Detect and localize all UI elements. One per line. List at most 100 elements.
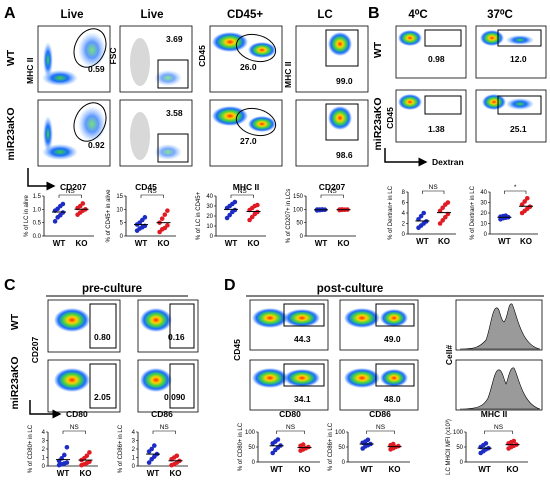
dot-plot-1: 0.0 0.5 1.0 1.5% of LC in alive WT KO NS bbox=[24, 188, 94, 248]
b-row-label-wt: WT bbox=[372, 41, 384, 58]
a-x-axis-1: CD207 bbox=[60, 182, 87, 192]
a-x-axis-4: CD207 bbox=[319, 182, 346, 192]
y-tick-label: 0 bbox=[402, 232, 406, 238]
a-flow-plot-1-wt: 0.59 bbox=[37, 25, 111, 93]
significance-bracket bbox=[484, 430, 513, 434]
category-label: KO bbox=[389, 465, 401, 474]
data-point bbox=[227, 212, 232, 218]
gate-value: 98.6 bbox=[336, 150, 353, 160]
y-tick-label: 3 bbox=[42, 439, 46, 445]
y-tick-label: 30 bbox=[206, 204, 213, 210]
y-axis-label: % of CD80+ in LC bbox=[28, 424, 34, 473]
d-histogram-ko bbox=[455, 359, 543, 411]
significance-label: NS bbox=[376, 424, 386, 431]
a-col-header-2: Live bbox=[140, 9, 163, 21]
data-point bbox=[255, 202, 260, 208]
significance-bracket bbox=[320, 194, 344, 198]
dot-plot-6: 0 10 20 30 40 % of Dextran+ in LC WT KO * bbox=[470, 184, 538, 246]
y-tick-label: 10 bbox=[116, 207, 123, 213]
y-tick-label: 30 bbox=[480, 201, 487, 207]
d-title: post-culture bbox=[317, 283, 383, 295]
y-tick-label: 2 bbox=[42, 447, 46, 453]
y-tick-label: 100 bbox=[335, 430, 346, 436]
category-label: KO bbox=[299, 465, 311, 474]
c-flow-plot-cd80-ko: 2.05 bbox=[47, 359, 121, 413]
y-tick-label: 3 bbox=[132, 439, 136, 445]
d-flow-plot-cd80-wt: 44.3 bbox=[249, 299, 329, 351]
data-point bbox=[232, 199, 238, 205]
data-point bbox=[525, 196, 530, 201]
a-row-label-ko: miR23aKO bbox=[5, 107, 17, 160]
b-flow-plot-37c-ko: 25.1 bbox=[475, 89, 547, 143]
y-tick-label: 1.5 bbox=[33, 194, 42, 200]
panel-label-a: A bbox=[4, 5, 16, 22]
data-point bbox=[445, 200, 451, 205]
a-col-header-4: LC bbox=[317, 9, 332, 21]
data-point bbox=[437, 221, 443, 226]
y-axis-label: % of LC in CD45+ bbox=[196, 191, 202, 240]
b-y-axis: CD45 bbox=[385, 107, 395, 129]
plot-axes bbox=[257, 432, 320, 463]
significance-label: NS bbox=[70, 424, 80, 431]
significance-bracket bbox=[152, 430, 176, 434]
category-label: WT bbox=[416, 237, 429, 246]
y-tick-label: 2 bbox=[402, 222, 406, 228]
data-point bbox=[396, 443, 401, 449]
y-tick-label: 20 bbox=[480, 211, 487, 217]
category-label: KO bbox=[76, 239, 88, 248]
dot-plot-4: 0 50 100 150% of CD207+ in LCs WT KO NS bbox=[286, 188, 356, 248]
a-y-axis-4: MHC II bbox=[283, 62, 293, 88]
significance-bracket bbox=[366, 430, 395, 434]
a-row-label-wt: WT bbox=[5, 49, 17, 66]
y-tick-label: 50 bbox=[456, 445, 463, 451]
plot-axes bbox=[465, 432, 528, 463]
significance-bracket bbox=[504, 190, 527, 194]
c-x-axis-2: CD86 bbox=[151, 409, 173, 419]
c-axis-arrow bbox=[29, 400, 62, 419]
data-point bbox=[232, 207, 238, 213]
data-point bbox=[247, 217, 252, 223]
data-point bbox=[52, 219, 58, 224]
data-point bbox=[365, 437, 371, 443]
d-hist-y-axis: Cell# bbox=[444, 345, 454, 366]
y-tick-label: 0 bbox=[460, 460, 464, 466]
plot-axes bbox=[43, 196, 94, 237]
y-axis-label: % of LC in alive bbox=[24, 194, 30, 236]
c-row-label-ko: miR23aKO bbox=[9, 356, 21, 409]
y-tick-label: 20 bbox=[206, 214, 213, 220]
data-point bbox=[306, 444, 311, 450]
data-point bbox=[87, 450, 92, 455]
data-point bbox=[152, 443, 157, 448]
y-tick-label: 2 bbox=[132, 447, 136, 453]
category-label: WT bbox=[498, 237, 511, 246]
significance-label: NS bbox=[66, 188, 76, 195]
y-tick-label: 40 bbox=[480, 190, 487, 196]
y-tick-label: 1 bbox=[42, 456, 46, 462]
panel-label-d: D bbox=[224, 277, 236, 294]
significance-bracket bbox=[58, 194, 82, 198]
significance-label: NS bbox=[328, 188, 338, 195]
c-flow-plot-cd80-wt: 0.80 bbox=[47, 299, 121, 353]
y-tick-label: 1.0 bbox=[33, 207, 42, 213]
data-point bbox=[64, 460, 70, 465]
gate-value: 0.59 bbox=[88, 64, 105, 74]
gate-value: 44.3 bbox=[294, 334, 311, 344]
gate-value: 0.090 bbox=[164, 392, 186, 402]
category-label: WT bbox=[360, 465, 373, 474]
category-label: KO bbox=[338, 239, 350, 248]
data-point bbox=[224, 215, 230, 221]
y-tick-label: 8 bbox=[402, 190, 406, 196]
y-axis-label: % of Dextran+ in LC bbox=[388, 185, 394, 240]
gate-value: 2.05 bbox=[94, 392, 111, 402]
d-y-axis: CD45 bbox=[232, 339, 242, 361]
a-col-header-1: Live bbox=[60, 9, 83, 21]
y-tick-label: 4 bbox=[42, 430, 46, 436]
data-point bbox=[275, 437, 281, 442]
y-tick-label: 0 bbox=[132, 464, 136, 470]
gate-value: 0.98 bbox=[428, 54, 445, 64]
a-y-axis-3: CD45 bbox=[197, 45, 207, 67]
a-flow-plot-2-wt: 3.69 bbox=[119, 25, 193, 93]
c-flow-plot-cd86-wt: 0.16 bbox=[137, 299, 199, 353]
data-point bbox=[421, 210, 427, 216]
